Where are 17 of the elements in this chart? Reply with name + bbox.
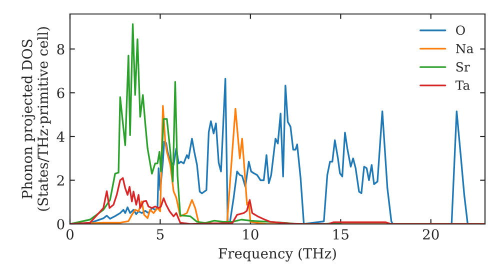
x-axis-title: Frequency (THz) (218, 248, 336, 262)
legend-label: Sr (456, 62, 470, 72)
y-axis-title: Phonon projected DOS (States/THz·primitive cell) (22, 27, 51, 211)
legend-label: Na (456, 44, 474, 54)
x-tick-label: 5 (156, 229, 164, 240)
y-tick-label: 0 (57, 218, 64, 230)
y-tick-label: 4 (56, 131, 64, 142)
legend-label: Ta (455, 80, 470, 90)
x-tick-label: 0 (66, 229, 74, 240)
line-series (70, 23, 342, 224)
legend-label: O (456, 25, 465, 35)
x-tick-label: 15 (334, 229, 348, 240)
y-tick-label: 6 (57, 88, 64, 98)
x-tick-label: 20 (422, 229, 439, 240)
y-tick-label: 2 (57, 175, 64, 186)
y-tick-label: 8 (57, 44, 64, 54)
x-tick-label: 10 (243, 229, 258, 240)
